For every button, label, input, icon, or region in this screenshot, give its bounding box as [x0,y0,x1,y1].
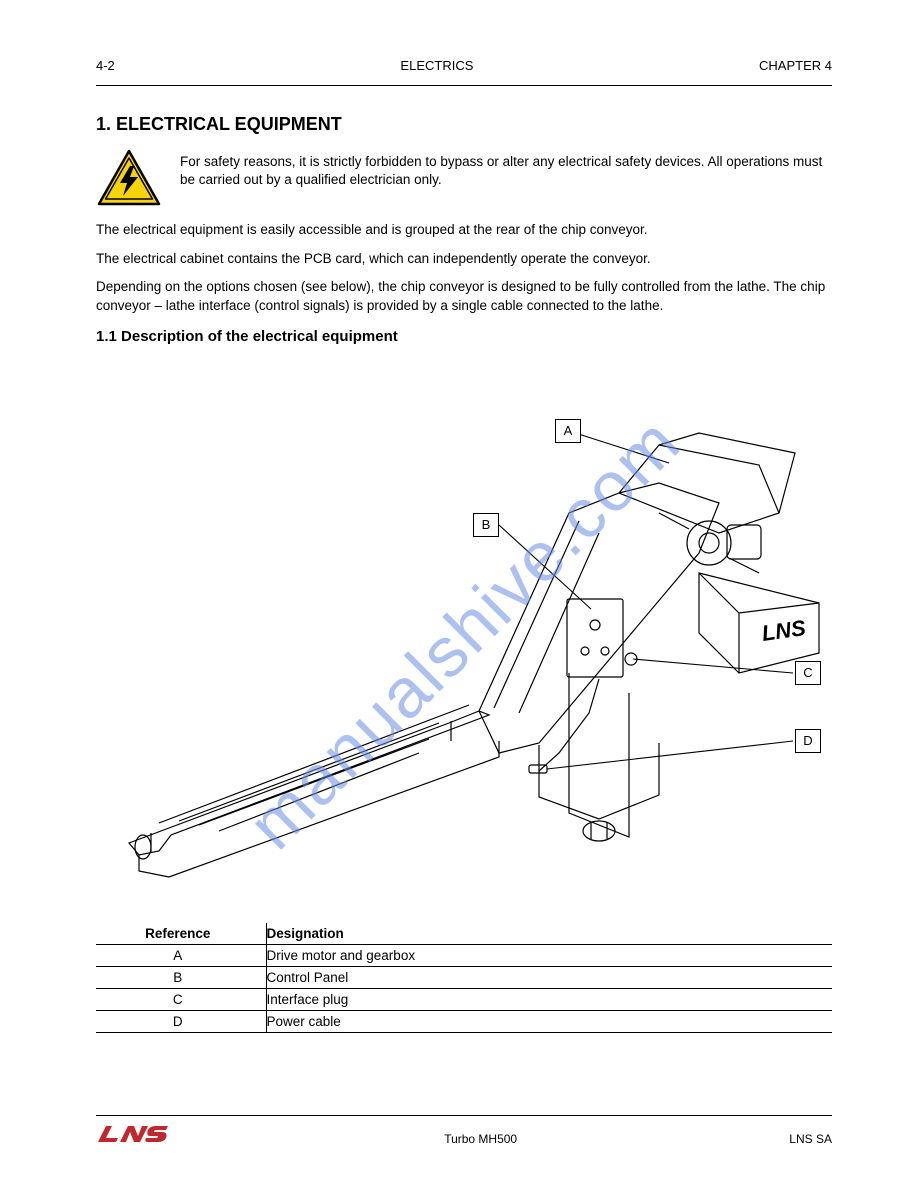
cell-desig: Drive motor and gearbox [266,944,832,966]
table-row: B Control Panel [96,966,832,988]
page-footer: Turbo MH500 LNS SA [96,1115,832,1146]
cell-ref: C [96,988,266,1010]
table-header-row: Reference Designation [96,923,832,945]
table-row: A Drive motor and gearbox [96,944,832,966]
cell-desig: Power cable [266,1010,832,1032]
table-row: C Interface plug [96,988,832,1010]
table-row: D Power cable [96,1010,832,1032]
page-header: 4-2 ELECTRICS CHAPTER 4 [96,58,832,73]
footer-company: LNS SA [789,1132,832,1146]
lns-logo-text: LNS [760,615,807,646]
equipment-figure: LNS A B C D manualshive.com [99,353,829,913]
header-rule [96,85,832,86]
section-title: 1. ELECTRICAL EQUIPMENT [96,114,832,135]
cell-desig: Control Panel [266,966,832,988]
page: 4-2 ELECTRICS CHAPTER 4 1. ELECTRICAL EQ… [0,0,918,1188]
body-paragraph: The electrical equipment is easily acces… [96,221,832,240]
header-right: CHAPTER 4 [759,58,832,73]
callout-d: D [795,729,821,753]
cell-ref: A [96,944,266,966]
cell-ref: B [96,966,266,988]
col-designation: Designation [266,923,832,945]
col-reference: Reference [96,923,266,945]
conveyor-diagram: LNS [99,353,829,913]
warning-text: For safety reasons, it is strictly forbi… [180,149,832,189]
body-paragraph: Depending on the options chosen (see bel… [96,278,832,315]
callout-b: B [473,513,499,537]
footer-rule [96,1115,832,1116]
electrical-hazard-icon [96,149,162,207]
warning-block: For safety reasons, it is strictly forbi… [96,149,832,207]
callout-a: A [555,419,581,443]
body-paragraph: The electrical cabinet contains the PCB … [96,250,832,269]
lns-logo-icon [96,1122,172,1146]
cell-ref: D [96,1010,266,1032]
parts-table: Reference Designation A Drive motor and … [96,923,832,1033]
callout-c: C [795,661,821,685]
header-left: ELECTRICS [400,58,473,73]
subheading: 1.1 Description of the electrical equipm… [96,328,832,345]
page-number: 4-2 [96,58,115,73]
footer-product: Turbo MH500 [444,1132,517,1146]
cell-desig: Interface plug [266,988,832,1010]
